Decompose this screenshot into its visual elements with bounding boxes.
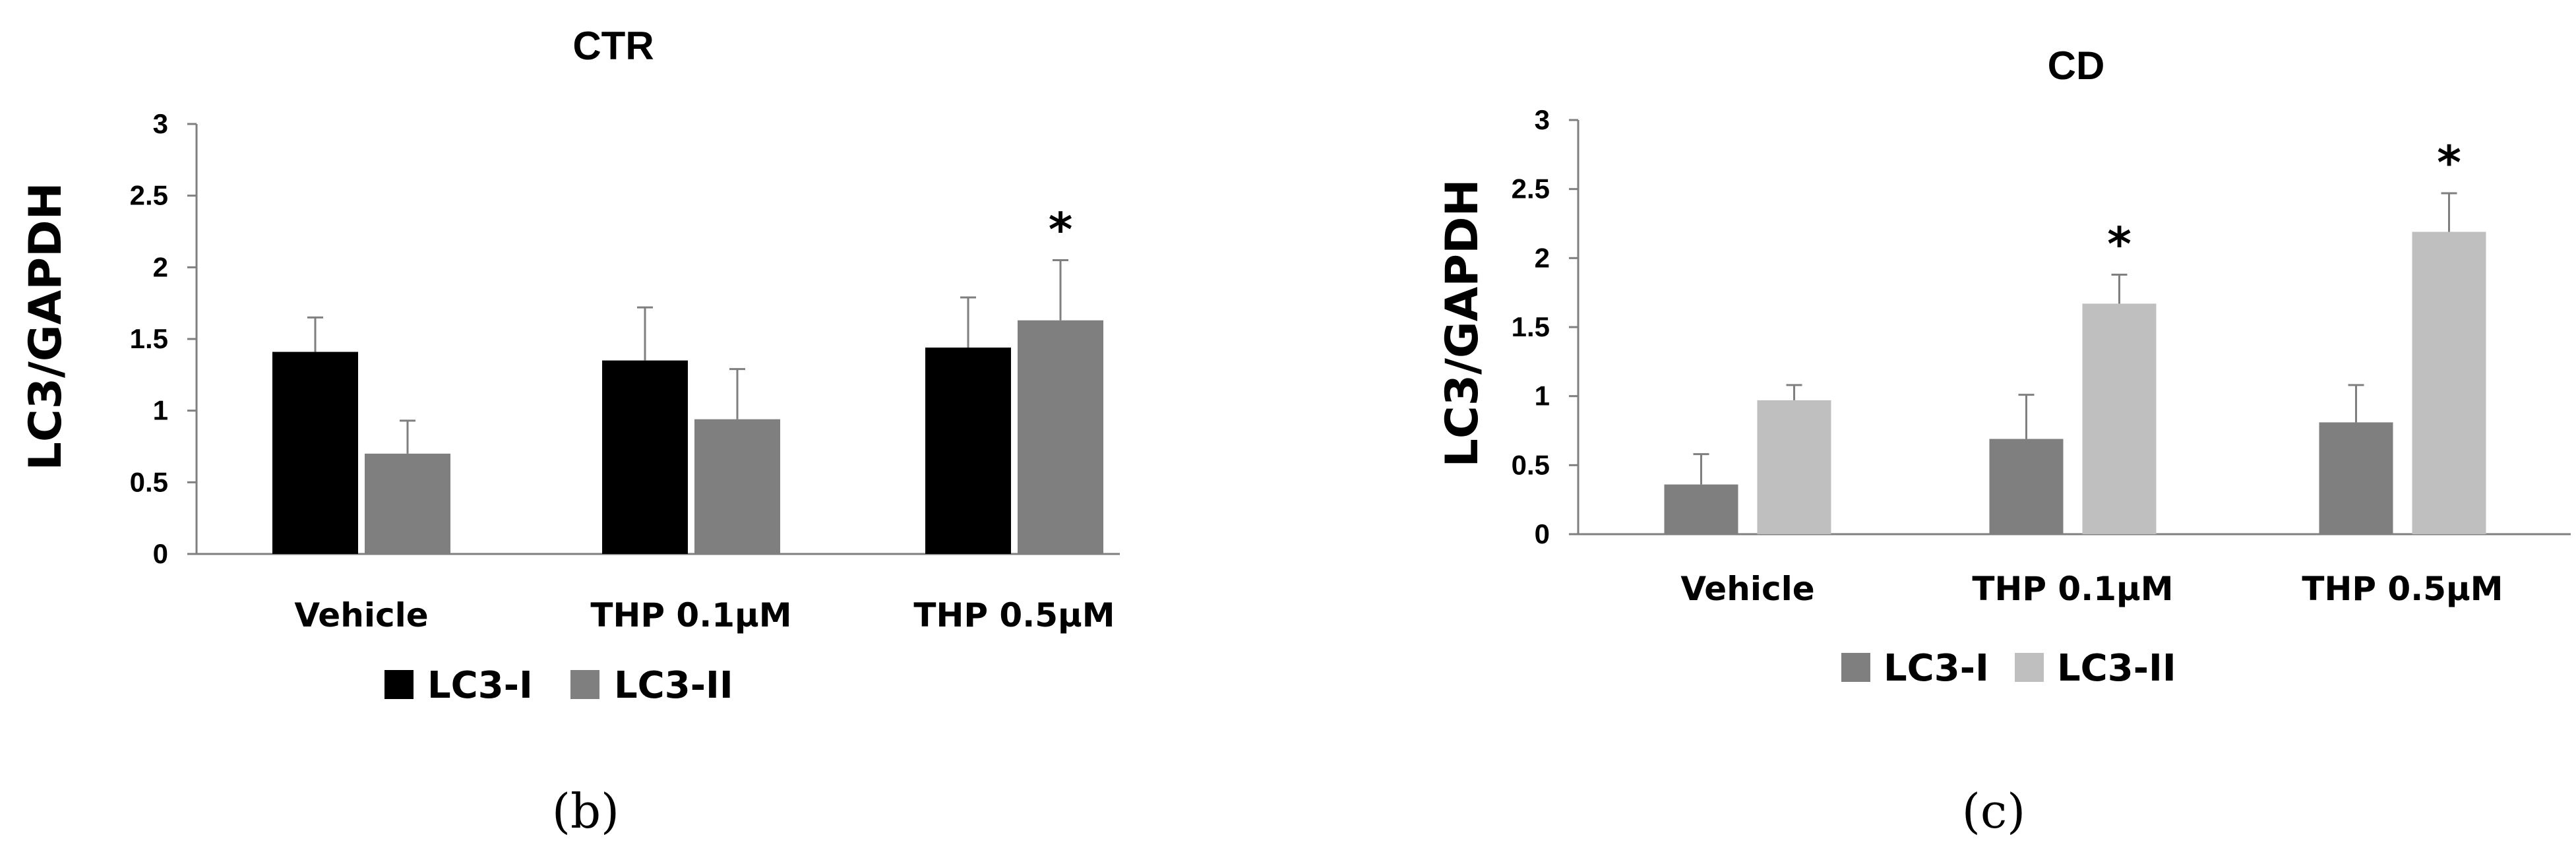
legend-swatch [384, 670, 414, 699]
panel-label: (c) [1962, 783, 2026, 839]
y-tick-label: 1 [153, 395, 168, 426]
legend-swatch [2015, 653, 2044, 682]
y-tick-label: 1.5 [130, 323, 168, 354]
y-axis-label: LC3/GAPDH [20, 182, 72, 470]
bar [1664, 484, 1738, 534]
y-tick-label: 2 [153, 251, 168, 282]
chart-title: CTR [572, 24, 654, 68]
bar [602, 360, 688, 554]
bar [1757, 400, 1831, 534]
y-tick-label: 1.5 [1512, 311, 1550, 342]
x-category-label: THP 0.5μM [913, 596, 1115, 634]
bar [1018, 320, 1103, 554]
x-category-label: Vehicle [294, 596, 428, 634]
y-axis-label: LC3/GAPDH [1436, 179, 1488, 467]
y-tick-label: 3 [153, 108, 168, 139]
significance-marker: * [1049, 202, 1073, 257]
chart-panel-0: CTR 0 0.5 1 1.5 2 2.5 3 LC3/GAPDH * Vehicle THP 0.1… [20, 24, 1120, 839]
y-tick-label: 1 [1535, 381, 1550, 412]
y-tick-label: 2.5 [1512, 173, 1550, 204]
significance-marker: * [2107, 217, 2131, 271]
bar [1989, 439, 2064, 534]
significance-marker: * [2437, 136, 2461, 190]
legend-label: LC3-II [614, 664, 733, 707]
y-tick-label: 3 [1535, 104, 1550, 135]
x-category-label: THP 0.5μM [2302, 570, 2503, 608]
x-category-label: Vehicle [1680, 570, 1814, 608]
bar [694, 419, 780, 554]
panel-label: (b) [552, 783, 619, 839]
y-tick-label: 0.5 [130, 466, 168, 497]
bar [2319, 422, 2393, 534]
x-category-label: THP 0.1μM [1972, 570, 2173, 608]
chart-panel-1: CD 0 0.5 1 1.5 2 2.5 3 LC3/GAPDH * * Vehicle THP 0.1… [1436, 44, 2571, 839]
bar [272, 352, 358, 554]
x-category-label: THP 0.1μM [590, 596, 791, 634]
legend-label: LC3-I [427, 664, 533, 707]
bar [365, 453, 450, 554]
chart-title: CD [2048, 44, 2105, 88]
bar [925, 348, 1011, 554]
y-tick-label: 2.5 [130, 180, 168, 211]
y-tick-label: 0.5 [1512, 449, 1550, 480]
legend-label: LC3-II [2057, 647, 2176, 690]
y-tick-label: 2 [1535, 242, 1550, 273]
y-tick-label: 0 [153, 538, 168, 569]
legend-swatch [570, 670, 599, 699]
legend-label: LC3-I [1884, 647, 1989, 690]
legend-swatch [1841, 653, 1870, 682]
bar [2412, 231, 2486, 534]
bar [2082, 303, 2157, 534]
y-tick-label: 0 [1535, 518, 1550, 549]
